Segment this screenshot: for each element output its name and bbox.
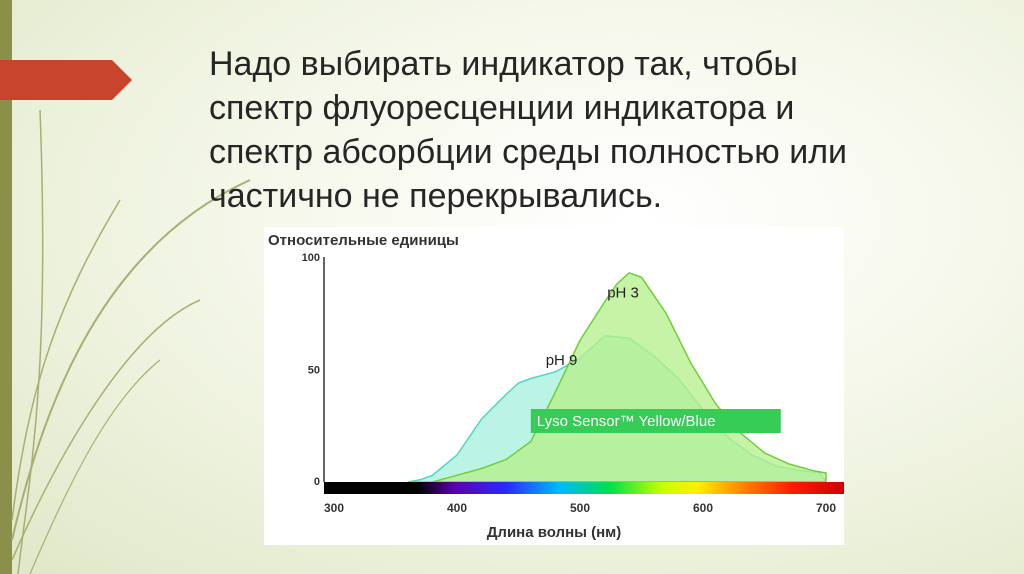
ticks-layer: 300 400 500 600 700 0 50 100 — [302, 252, 837, 515]
x-tick-label: 400 — [447, 501, 467, 515]
spectrum-bar — [324, 482, 844, 494]
y-tick-label: 0 — [314, 476, 320, 488]
left-accent-bar — [0, 0, 12, 574]
slide-title: Надо выбирать индикатор так, чтобы спект… — [209, 45, 848, 215]
chart-canvas: pH 9 pH 3 300 400 500 600 700 0 50 100 Относител… — [268, 232, 844, 541]
x-axis-label: Длина волны (нм) — [487, 524, 622, 541]
decorative-curves — [11, 109, 251, 574]
y-tick-label: 100 — [302, 252, 320, 264]
x-tick-label: 700 — [816, 501, 836, 515]
series-layer: pH 9 pH 3 — [407, 271, 828, 483]
y-tick-label: 50 — [308, 365, 320, 377]
spectrum-chart: pH 9 pH 3 300 400 500 600 700 0 50 100 Относител… — [264, 227, 844, 545]
x-tick-label: 500 — [570, 501, 590, 515]
annotation-label: Lyso Sensor™ Yellow/Blue — [537, 413, 716, 430]
annotation-box — [530, 409, 781, 433]
series-label-ph3: pH 3 — [607, 285, 639, 302]
y-axis-label: Относительные единицы — [268, 232, 459, 249]
x-tick-label: 300 — [324, 501, 344, 515]
arrow-marker — [0, 60, 132, 100]
x-tick-label: 600 — [693, 501, 713, 515]
annotation-layer: Lyso Sensor™ Yellow/Blue — [530, 409, 781, 433]
series-label-ph9: pH 9 — [546, 352, 578, 369]
